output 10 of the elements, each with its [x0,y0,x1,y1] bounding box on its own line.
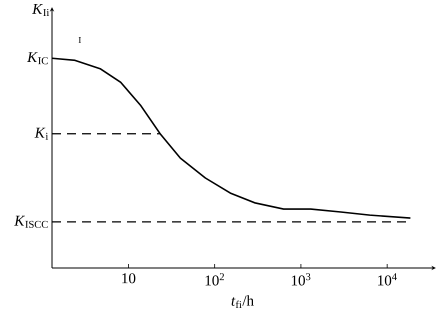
x-tick-label: 10 [122,273,136,284]
y-axis-title: K$_{Ii}$ [32,4,50,16]
x-tick-label: 10$^{2}$ [206,273,224,286]
text: I [78,36,82,43]
annotation: K$_{IC}$ [26,52,48,64]
x-tick-label: 10$^{3}$ [292,273,310,286]
ref-line-label: K$_{ISCC}$ [14,216,48,228]
ref-line-label: K$_{i}$ [34,128,48,140]
x-tick-label: 10$^{4}$ [378,273,397,286]
x-axis-title: t$_{fi}$/h [232,295,254,308]
